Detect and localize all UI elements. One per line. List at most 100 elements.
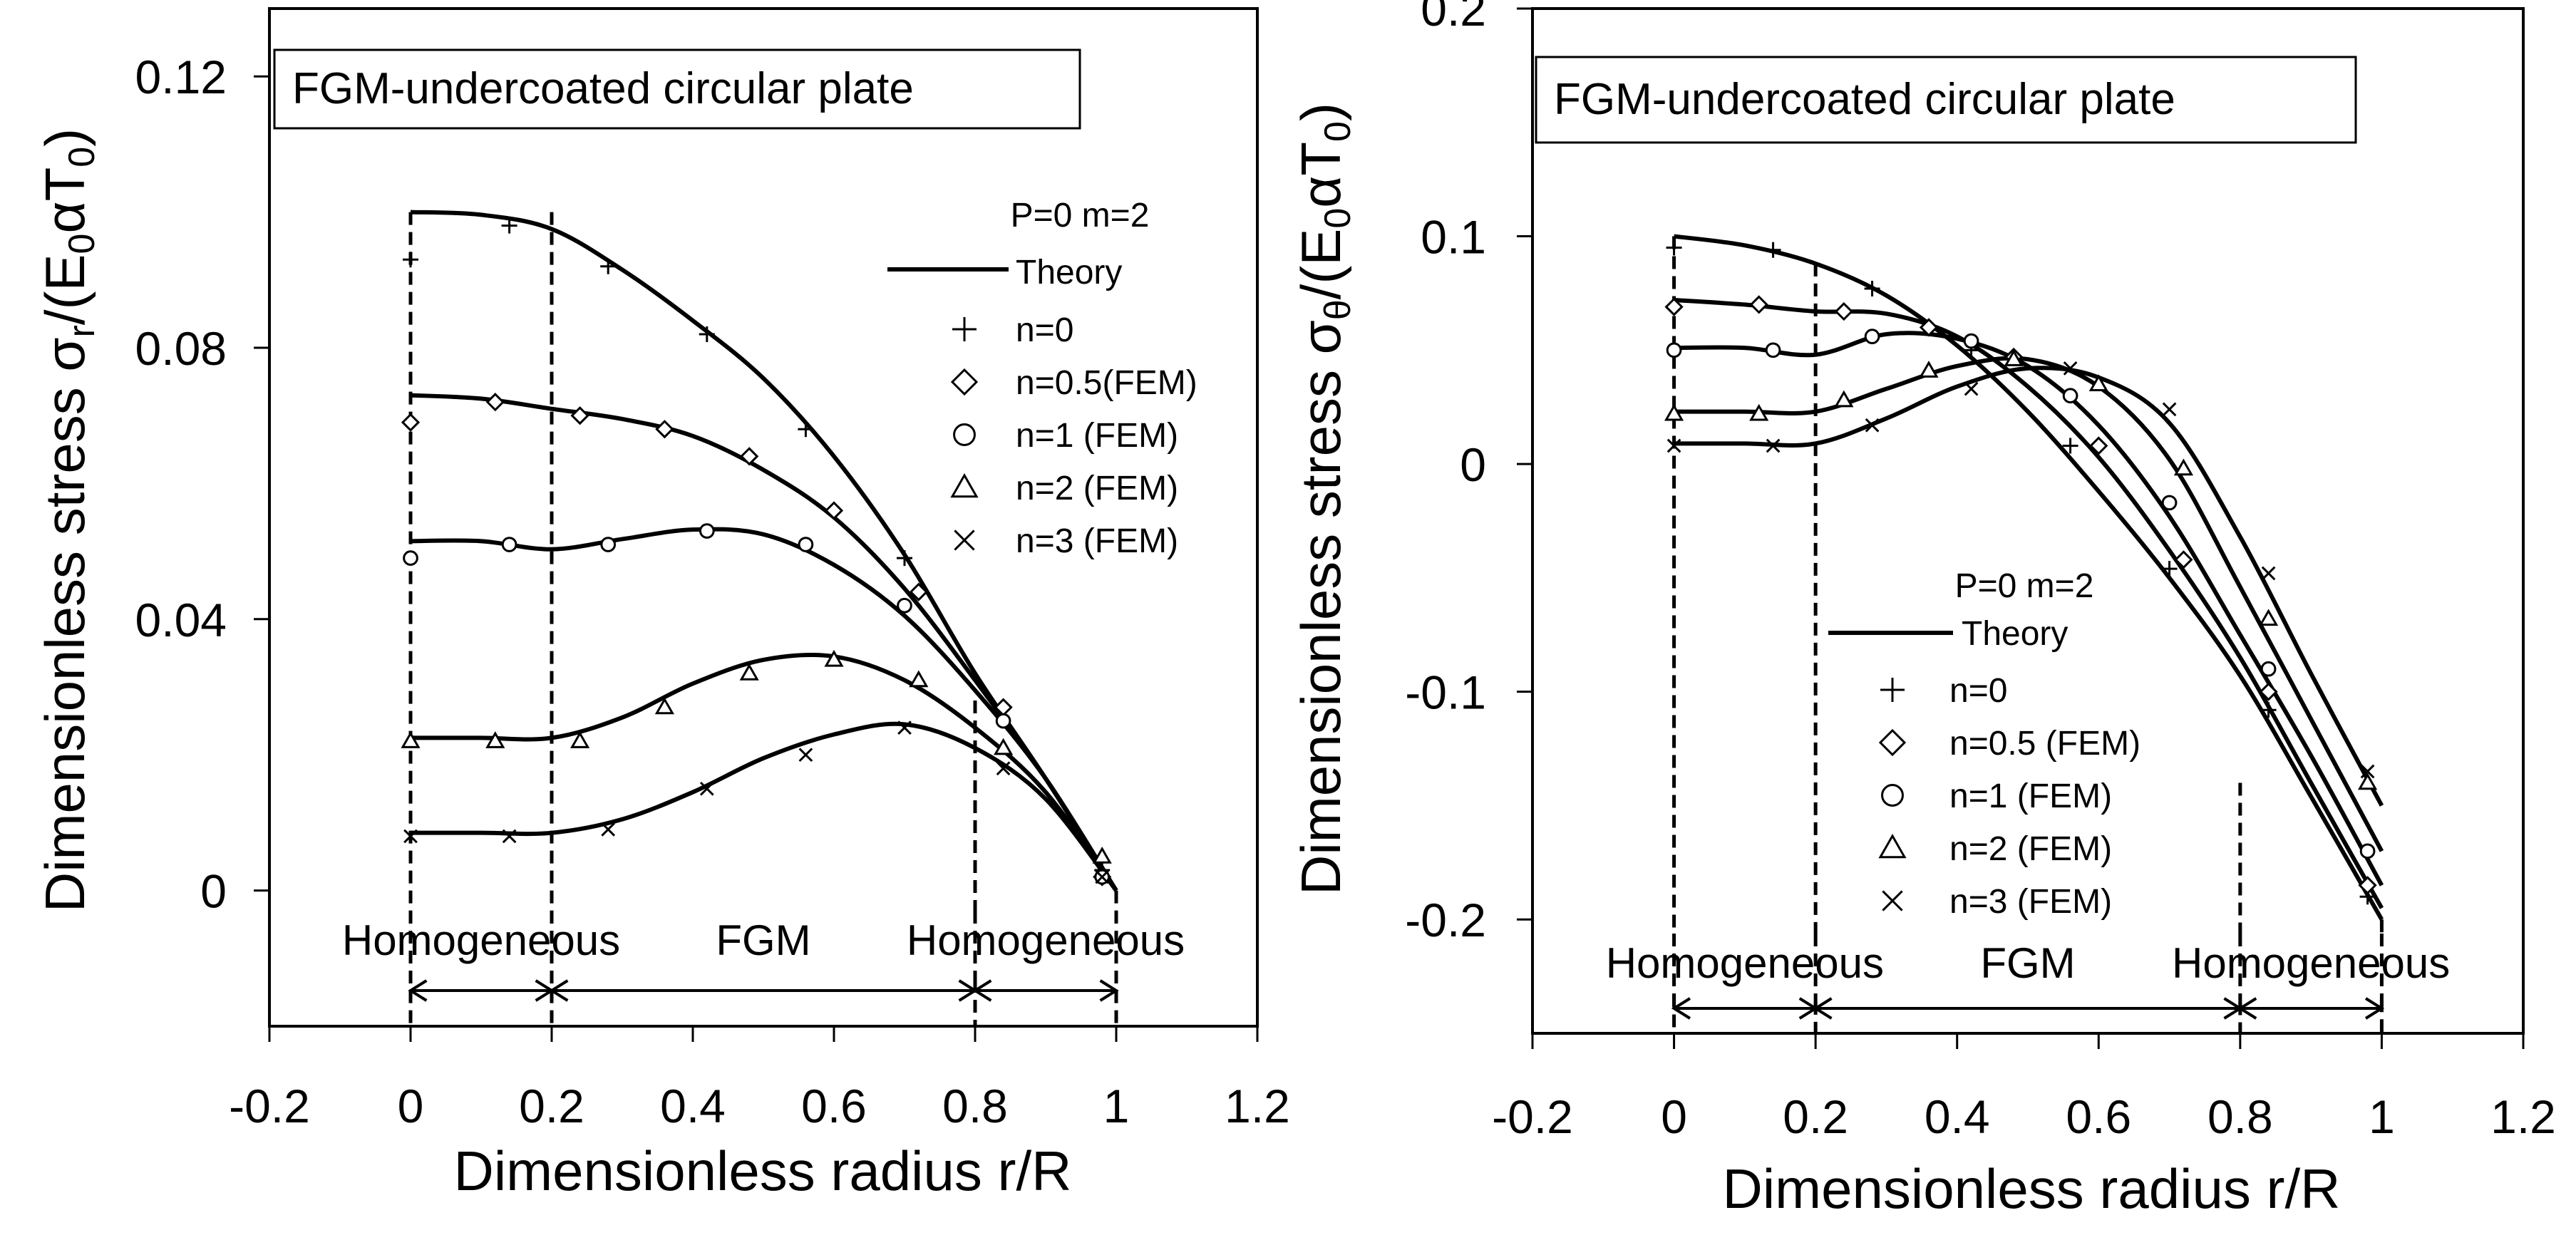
y-tick-label: 0.08 — [135, 322, 227, 375]
marker-cross — [996, 761, 1011, 776]
marker-cross — [897, 720, 912, 735]
marker-triangle — [739, 663, 759, 681]
axis-ticks: -0.2 0 0.2 0.4 0.6 0.8 1 1.2 0 0.04 0.08 0.12 — [135, 51, 1290, 1132]
marker-diamond — [740, 447, 759, 466]
marker-plus — [699, 326, 715, 342]
marker-triangle — [2088, 374, 2108, 392]
marker-circle — [501, 537, 517, 552]
region-arrow-head — [1671, 997, 1691, 1020]
marker-triangle — [654, 697, 674, 715]
theory-curve — [411, 652, 1118, 892]
region-label: Homogeneous — [2172, 939, 2450, 987]
marker-plus — [2260, 702, 2277, 718]
marker-plus — [501, 217, 517, 234]
marker-triangle — [485, 731, 505, 748]
y-tick-label: 0.2 — [1421, 0, 1486, 36]
fem-markers — [1664, 239, 2378, 905]
y-tick-label: 0.1 — [1421, 211, 1486, 264]
marker-plus — [952, 317, 977, 341]
marker-plus — [600, 258, 617, 274]
title-box — [273, 48, 1081, 130]
legend-item-label: n=3 (FEM) — [1016, 522, 1178, 560]
x-tick-label: 1.2 — [1225, 1080, 1290, 1132]
marker-circle — [2161, 495, 2178, 511]
marker-diamond — [1749, 295, 1768, 314]
marker-triangle — [994, 738, 1014, 755]
x-tick-label: 0.2 — [519, 1080, 584, 1132]
chart-hoop-stress: -0.2 0 0.2 0.4 0.6 0.8 1 1.2 -0.2 -0.1 0 0.1 0.2 Hom… — [1289, 0, 2556, 1220]
marker-circle — [1881, 784, 1904, 807]
marker-diamond — [1664, 297, 1684, 316]
marker-triangle — [950, 472, 979, 498]
marker-triangle — [909, 670, 929, 688]
marker-diamond — [2089, 436, 2108, 455]
marker-diamond — [485, 393, 505, 412]
marker-plus — [2161, 561, 2178, 577]
theory-curve — [410, 393, 1118, 892]
marker-cross — [699, 781, 714, 796]
region-arrows: Homogeneous FGM Homogeneous — [272, 911, 1255, 1002]
chart-radial-stress: -0.2 0 0.2 0.4 0.6 0.8 1 1.2 0 0.04 0.08 0.12 Homog… — [34, 7, 1290, 1202]
marker-triangle — [570, 731, 590, 748]
marker-cross — [1865, 418, 1880, 433]
chart-title: FGM-undercoated circular plate — [1554, 75, 2175, 124]
marker-plus — [897, 550, 912, 567]
marker-plus — [403, 252, 418, 268]
x-tick-label: 0.2 — [1783, 1090, 1848, 1143]
marker-circle — [897, 597, 912, 614]
marker-circle — [1765, 342, 1781, 358]
marker-circle — [1864, 329, 1880, 345]
chart-title: FGM-undercoated circular plate — [292, 64, 914, 113]
marker-diamond — [909, 582, 928, 601]
marker-circle — [1666, 342, 1682, 358]
marker-circle — [699, 523, 715, 539]
y-tick-label: -0.1 — [1405, 666, 1486, 719]
marker-cross — [1766, 438, 1781, 453]
marker-triangle — [1092, 846, 1112, 864]
x-tick-label: -0.2 — [1492, 1090, 1573, 1143]
legend-item-label: n=0 — [1949, 672, 2007, 710]
marker-cross — [1964, 381, 1979, 396]
x-tick-label: 1.2 — [2490, 1090, 2556, 1143]
marker-diamond — [655, 420, 674, 439]
legend-theory-label: Theory — [1962, 615, 2068, 653]
plot-frame — [268, 7, 1259, 1028]
marker-diamond — [2174, 550, 2193, 569]
marker-diamond — [1919, 318, 1939, 337]
x-axis-label: Dimensionless radius r/R — [1723, 1157, 2341, 1220]
region-arrows: Homogeneous FGM Homogeneous — [1535, 934, 2521, 1020]
x-tick-label: 0.8 — [2207, 1090, 2273, 1143]
marker-diamond — [950, 368, 979, 396]
x-tick-label: 0.6 — [801, 1080, 867, 1132]
y-axis-label: Dimensionless stress σr/(E0αT0) — [34, 128, 103, 912]
legend-item-label: n=0.5(FEM) — [1016, 364, 1197, 402]
region-label: FGM — [716, 916, 810, 964]
x-tick-label: 1 — [2369, 1090, 2395, 1143]
marker-plus — [1864, 281, 1880, 297]
y-axis-label: Dimensionless stress σθ/(E0αT0) — [1289, 103, 1359, 895]
x-tick-label: 0 — [398, 1080, 424, 1132]
marker-cross — [2063, 361, 2078, 376]
marker-triangle — [1749, 403, 1769, 421]
x-tick-label: 0.8 — [942, 1080, 1008, 1132]
marker-circle — [600, 537, 617, 552]
legend-item-label: n=2 (FEM) — [1949, 830, 2112, 868]
legend-item-label: n=2 (FEM) — [1016, 470, 1178, 507]
marker-plus — [1666, 239, 1682, 256]
theory-curves — [410, 210, 1118, 892]
region-arrow-head — [2237, 997, 2257, 1020]
marker-plus — [2062, 438, 2078, 454]
fem-markers — [401, 217, 1112, 887]
marker-triangle — [401, 731, 421, 748]
marker-diamond — [824, 501, 844, 520]
marker-triangle — [2004, 349, 2024, 366]
marker-circle — [1963, 333, 1979, 349]
theory-curve — [1674, 298, 2384, 909]
y-tick-label: 0.04 — [135, 594, 227, 646]
x-tick-label: 0.6 — [2066, 1090, 2131, 1143]
region-arrow-head — [408, 979, 428, 1002]
marker-circle — [403, 550, 418, 566]
y-tick-label: 0 — [1460, 438, 1486, 491]
marker-cross — [1882, 890, 1903, 911]
marker-cross — [954, 529, 975, 551]
